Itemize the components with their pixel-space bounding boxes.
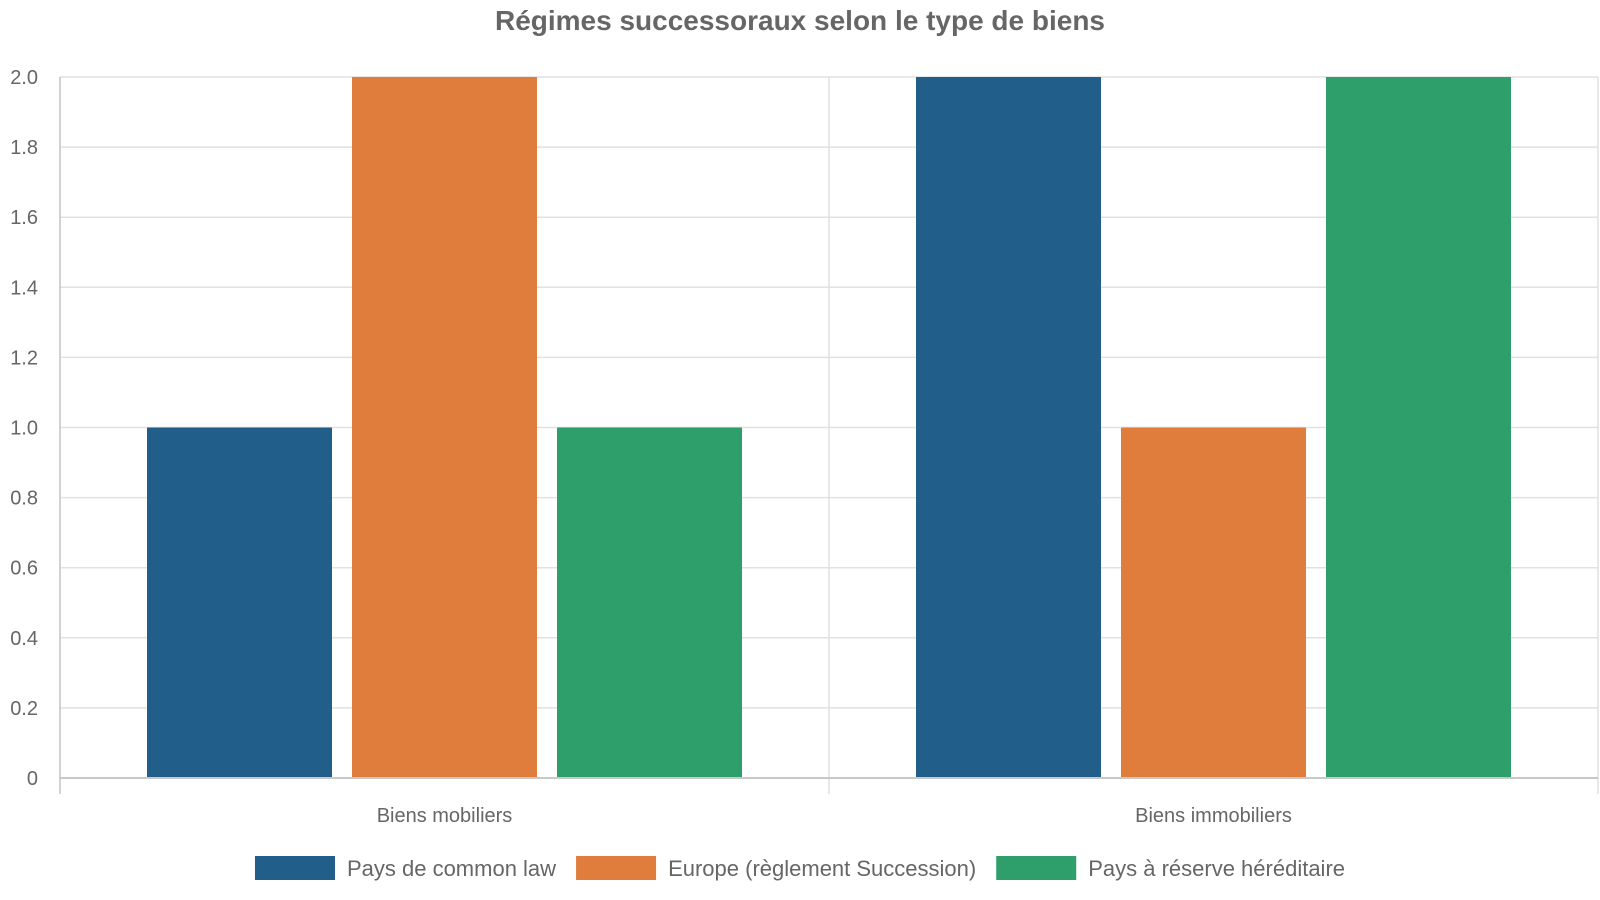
legend-swatch [254, 856, 335, 880]
y-tick-label: 0.6 [10, 558, 38, 580]
y-tick-label: 2.0 [10, 67, 38, 89]
axes: 0 0.2 0.4 0.6 0.8 1.0 1.2 1.4 1.6 1.8 2.0 Biens mob… [10, 67, 1598, 827]
y-tick-label: 1.6 [10, 207, 38, 229]
legend-swatch [576, 856, 657, 880]
y-tick-label: 1.4 [10, 277, 38, 299]
legend-label: Europe (règlement Succession) [668, 856, 976, 881]
y-tick-label: 1.8 [10, 137, 38, 159]
bar[interactable] [147, 427, 332, 779]
y-tick-label: 1.2 [10, 347, 38, 369]
y-tick-label: 0.4 [10, 628, 38, 650]
bar[interactable] [1326, 77, 1511, 778]
bar[interactable] [557, 427, 742, 779]
y-tick-label: 0 [27, 768, 38, 790]
bar[interactable] [352, 77, 537, 778]
y-tick-label: 0.8 [10, 488, 38, 510]
bar[interactable] [916, 77, 1101, 778]
legend-label: Pays à réserve héréditaire [1088, 856, 1345, 881]
x-tick-label: Biens immobiliers [1135, 805, 1292, 827]
legend-swatch [996, 856, 1077, 880]
chart-title: Régimes successoraux selon le type de bi… [495, 5, 1105, 36]
legend-item[interactable]: Europe (règlement Succession) [576, 856, 976, 881]
legend: Pays de common law Europe (règlement Succ… [254, 856, 1345, 881]
legend-item[interactable]: Pays de common law [254, 856, 556, 881]
legend-item[interactable]: Pays à réserve héréditaire [996, 856, 1345, 881]
x-tick-label: Biens mobiliers [377, 805, 513, 827]
bar[interactable] [1121, 427, 1306, 779]
bars [147, 77, 1511, 778]
legend-label: Pays de common law [347, 856, 556, 881]
y-tick-label: 1.0 [10, 418, 38, 440]
y-tick-label: 0.2 [10, 698, 38, 720]
